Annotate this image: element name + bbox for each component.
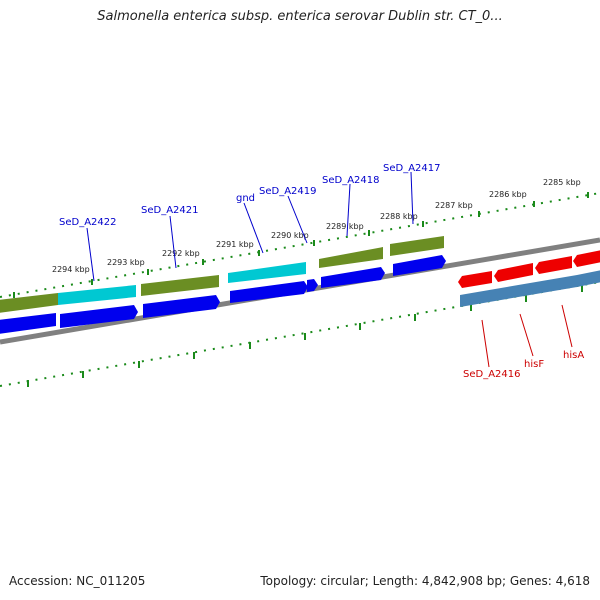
- label-leader: [86, 227, 95, 282]
- gene-label: gnd: [236, 193, 255, 204]
- gene-feature: [460, 275, 577, 307]
- scale-labels: 2294 kbp 2293 kbp 2292 kbp 2291 kbp 2290…: [52, 178, 581, 274]
- cds-feature: [321, 267, 385, 288]
- label-leader: [243, 202, 264, 254]
- gene-feature: [390, 236, 444, 256]
- gene-feature: [319, 247, 383, 268]
- cds-feature: [0, 313, 56, 334]
- gene-feature: [577, 270, 600, 287]
- cds-feature: [60, 305, 138, 328]
- label-leader: [481, 319, 490, 368]
- scale-label: 2294 kbp: [52, 265, 90, 274]
- label-leader: [287, 195, 308, 244]
- upper-tick-line: [0, 192, 600, 298]
- label-leader: [519, 313, 534, 357]
- reverse-cds-row[interactable]: [458, 250, 600, 288]
- lower-major-ticks: [27, 285, 583, 387]
- gene-label: SeD_A2422: [59, 217, 117, 228]
- label-leader: [561, 304, 573, 348]
- cds-feature: [535, 256, 572, 274]
- upper-tick-track: [0, 192, 600, 298]
- reverse-gene-labels[interactable]: SeD_A2416 hisF hisA: [463, 304, 584, 380]
- forward-cds-row[interactable]: [0, 255, 446, 334]
- cds-feature: [230, 281, 308, 303]
- label-leader: [346, 183, 351, 237]
- gene-feature: [58, 285, 136, 305]
- cds-feature: [494, 263, 533, 282]
- cds-feature: [458, 271, 492, 288]
- label-leader: [169, 215, 177, 269]
- scale-label: 2286 kbp: [489, 190, 527, 199]
- forward-gene-row[interactable]: [0, 236, 444, 313]
- gene-label: SeD_A2416: [463, 369, 521, 380]
- scale-label: 2291 kbp: [216, 240, 254, 249]
- genome-summary-text: Topology: circular; Length: 4,842,908 bp…: [260, 574, 590, 588]
- forward-gene-labels[interactable]: SeD_A2422 SeD_A2421 gnd SeD_A2419 SeD_A2…: [59, 163, 441, 282]
- cds-feature: [393, 255, 446, 276]
- gene-label: SeD_A2418: [322, 175, 380, 186]
- upper-major-ticks: [13, 192, 589, 298]
- scale-label: 2285 kbp: [543, 178, 581, 187]
- scale-label: 2287 kbp: [435, 201, 473, 210]
- gene-label: SeD_A2419: [259, 186, 317, 197]
- cds-feature: [143, 295, 220, 318]
- gene-label: SeD_A2417: [383, 163, 441, 174]
- gene-feature: [228, 262, 306, 283]
- scale-label: 2292 kbp: [162, 249, 200, 258]
- genome-title: Salmonella enterica subsp. enterica sero…: [97, 9, 503, 24]
- scale-label: 2289 kbp: [326, 222, 364, 231]
- scale-label: 2290 kbp: [271, 231, 309, 240]
- gene-label: SeD_A2421: [141, 205, 199, 216]
- gene-feature: [141, 275, 219, 296]
- gene-label: hisF: [524, 359, 544, 370]
- reverse-gene-row[interactable]: [460, 270, 600, 307]
- gene-label: hisA: [563, 350, 584, 361]
- scale-label: 2293 kbp: [107, 258, 145, 267]
- cds-feature: [307, 279, 318, 292]
- accession-text: Accession: NC_011205: [9, 574, 146, 588]
- cds-feature: [573, 250, 600, 267]
- gene-feature: [0, 293, 58, 313]
- scale-label: 2288 kbp: [380, 212, 418, 221]
- label-leader: [410, 171, 414, 225]
